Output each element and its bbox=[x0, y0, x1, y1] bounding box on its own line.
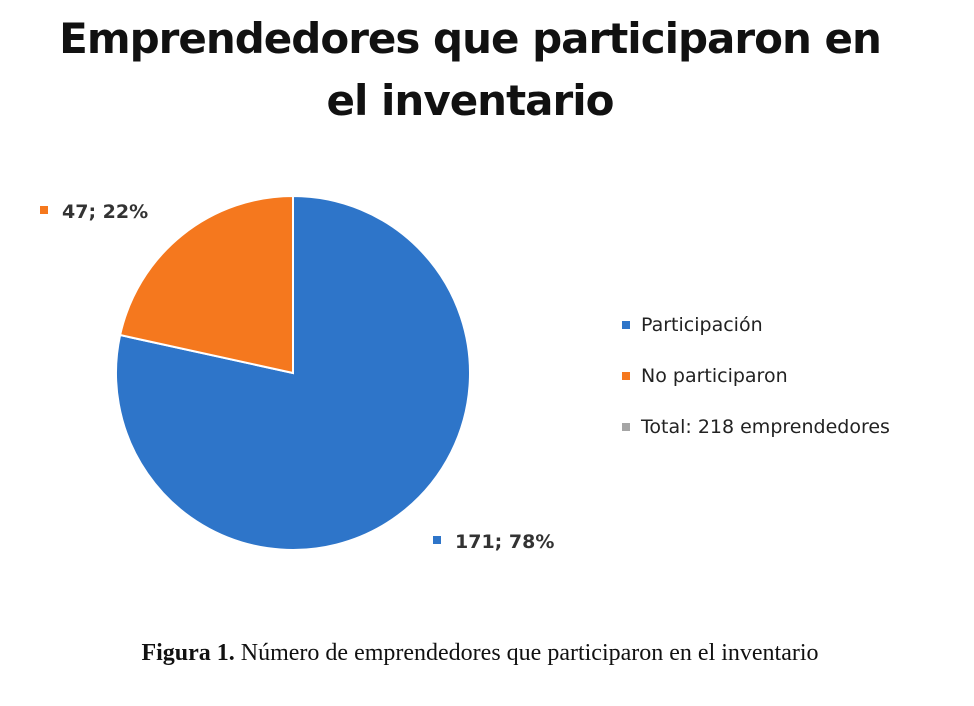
pie-data-labels: 171; 78% 47; 22% bbox=[40, 201, 554, 553]
legend-item-no-participaron: No participaron bbox=[622, 363, 890, 389]
chart-title-line-2: el inventario bbox=[326, 76, 615, 125]
legend-label-no-participaron: No participaron bbox=[641, 365, 788, 387]
data-label-swatch-1 bbox=[40, 206, 48, 214]
pie-slices bbox=[115, 194, 471, 551]
pie-slice-no-participaron bbox=[118, 194, 294, 375]
figure-caption: Figura 1. Número de emprendedores que pa… bbox=[0, 640, 960, 667]
legend-item-participacion: Participación bbox=[622, 312, 890, 338]
data-label-0: 171; 78% bbox=[455, 531, 554, 553]
legend-swatch-no-participaron bbox=[622, 372, 630, 380]
chart-title-line-1: Emprendedores que participaron en bbox=[59, 14, 882, 63]
legend-swatch-participacion bbox=[622, 321, 630, 329]
data-label-1: 47; 22% bbox=[62, 201, 148, 223]
figure-caption-text: Número de emprendedores que participaron… bbox=[234, 640, 819, 666]
legend-swatch-total bbox=[622, 423, 630, 431]
data-label-swatch-0 bbox=[433, 536, 441, 544]
legend-item-total: Total: 218 emprendedores bbox=[622, 414, 890, 440]
legend-label-participacion: Participación bbox=[641, 314, 763, 336]
legend-label-total: Total: 218 emprendedores bbox=[641, 416, 890, 438]
figure-caption-prefix: Figura 1. bbox=[141, 640, 235, 666]
chart-title: Emprendedores que participaron en el inv… bbox=[0, 8, 940, 132]
chart-legend: Participación No participaron Total: 218… bbox=[622, 312, 890, 465]
